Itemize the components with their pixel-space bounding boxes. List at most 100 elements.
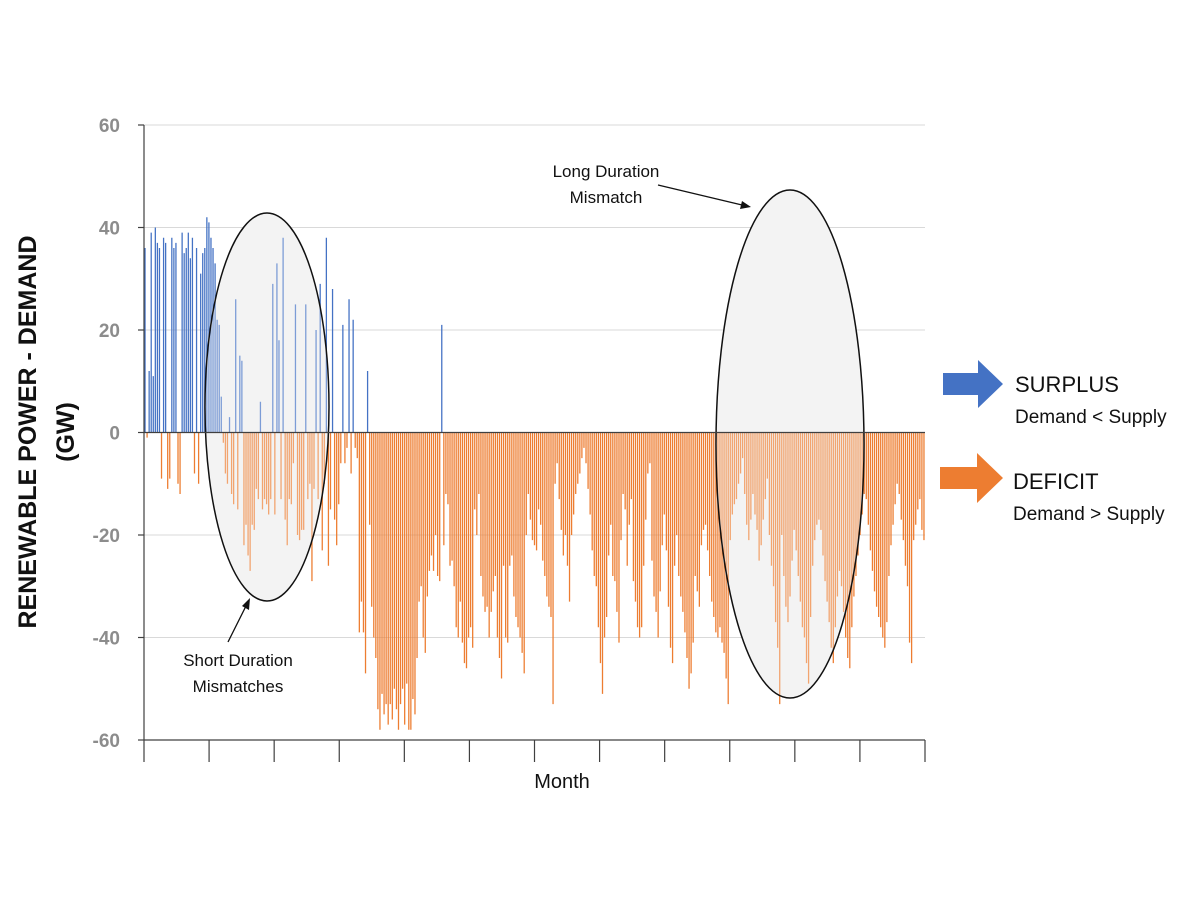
bar-surplus <box>171 237 173 433</box>
surplus-arrow-icon <box>943 360 1003 408</box>
bar-surplus <box>189 258 192 433</box>
bar-deficit <box>469 432 472 628</box>
bar-deficit <box>233 432 235 505</box>
bar-deficit <box>593 432 595 576</box>
bar-deficit <box>793 432 795 530</box>
bar-deficit <box>587 432 589 489</box>
bar-deficit <box>451 432 453 561</box>
bar-deficit <box>237 432 239 510</box>
bar-deficit <box>735 432 738 500</box>
bar-deficit <box>420 432 422 587</box>
bar-deficit <box>746 432 748 525</box>
bar-deficit <box>263 432 266 500</box>
bar-deficit <box>257 432 260 500</box>
bar-deficit <box>698 432 700 607</box>
bar-deficit <box>303 432 305 530</box>
bar-deficit <box>614 432 616 582</box>
bar-deficit <box>809 432 812 617</box>
bar-deficit <box>346 432 348 448</box>
bar-deficit <box>692 432 694 643</box>
bar-deficit <box>711 432 713 602</box>
bar-deficit <box>457 432 459 638</box>
bar-surplus <box>144 248 146 433</box>
bar-deficit <box>333 432 336 520</box>
bar-deficit <box>274 432 276 515</box>
bar-deficit <box>288 432 290 500</box>
bar-deficit <box>226 432 229 484</box>
bar-deficit <box>416 432 418 658</box>
bar-deficit <box>434 432 437 535</box>
bar-deficit <box>397 432 400 730</box>
bar-deficit <box>855 432 857 576</box>
bar-surplus <box>148 371 150 433</box>
bar-deficit <box>803 432 806 638</box>
bar-deficit <box>641 432 643 628</box>
bar-deficit <box>882 432 884 638</box>
bar-deficit <box>383 432 385 715</box>
bar-deficit <box>360 432 363 602</box>
bar-deficit <box>869 432 872 551</box>
bar-deficit <box>729 432 731 541</box>
bar-deficit <box>830 432 832 648</box>
bar-deficit <box>886 432 888 623</box>
bar-deficit <box>750 432 752 520</box>
bar-deficit <box>513 432 515 597</box>
bar-deficit <box>502 432 505 566</box>
bar-deficit <box>608 432 610 556</box>
bar-surplus <box>158 248 161 433</box>
bar-deficit <box>605 432 608 617</box>
bar-surplus <box>331 289 334 433</box>
bar-deficit <box>715 432 717 633</box>
bar-deficit <box>177 432 179 484</box>
bar-deficit <box>430 432 433 556</box>
bar-deficit <box>768 432 771 535</box>
bar-deficit <box>393 432 396 689</box>
bar-deficit <box>727 432 729 705</box>
bar-deficit <box>323 432 325 484</box>
bar-deficit <box>913 432 915 541</box>
bar-deficit <box>620 432 622 541</box>
bar-deficit <box>193 432 196 474</box>
bar-surplus <box>305 304 307 433</box>
bar-deficit <box>900 432 902 520</box>
y-axis-label-line2: (GW) <box>52 402 80 462</box>
bar-deficit <box>770 432 773 566</box>
bar-deficit <box>437 432 439 576</box>
bar-deficit <box>498 432 501 658</box>
bar-deficit <box>255 432 257 489</box>
bar-deficit <box>414 432 416 715</box>
bar-deficit <box>686 432 688 658</box>
bar-deficit <box>783 432 785 576</box>
bar-deficit <box>774 432 777 623</box>
bar-deficit <box>439 432 441 582</box>
bar-deficit <box>663 432 665 515</box>
bar-deficit <box>902 432 904 541</box>
bar-surplus <box>191 237 194 433</box>
short-duration-ellipse <box>204 212 330 602</box>
bar-surplus <box>162 237 165 433</box>
bar-deficit <box>618 432 620 643</box>
bar-deficit <box>921 432 923 530</box>
bar-deficit <box>146 432 148 438</box>
bar-deficit <box>570 432 573 535</box>
bar-deficit <box>758 432 760 561</box>
bar-deficit <box>673 432 676 566</box>
bar-deficit <box>542 432 544 561</box>
bar-deficit <box>453 432 455 587</box>
bar-deficit <box>424 432 426 653</box>
bar-deficit <box>533 432 536 546</box>
bar-deficit <box>389 432 391 705</box>
bar-surplus <box>185 248 187 433</box>
bar-deficit <box>408 432 410 730</box>
bar-deficit <box>490 432 492 612</box>
bar-deficit <box>661 432 663 546</box>
bar-deficit <box>694 432 696 576</box>
bar-deficit <box>737 432 740 484</box>
bar-deficit <box>321 432 323 551</box>
bar-deficit <box>482 432 484 597</box>
bar-deficit <box>875 432 878 607</box>
bar-deficit <box>406 432 408 684</box>
bar-deficit <box>756 432 758 530</box>
bar-deficit <box>680 432 682 597</box>
